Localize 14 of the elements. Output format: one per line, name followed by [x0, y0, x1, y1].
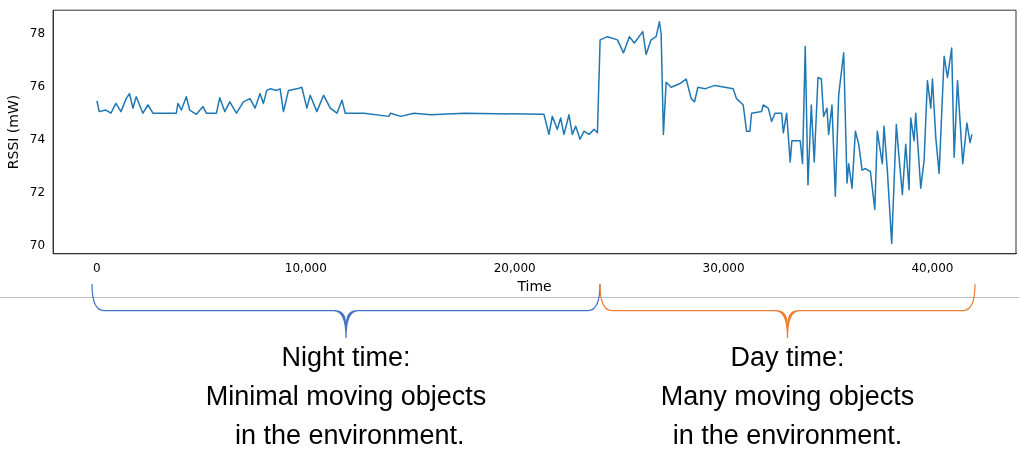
- x-tick-label: 40,000: [911, 261, 954, 276]
- x-tick-label: 20,000: [493, 261, 536, 276]
- y-tick-label: 76: [29, 79, 46, 94]
- y-axis-title: RSSI (mW): [5, 94, 22, 170]
- y-tick-label: 70: [29, 237, 46, 252]
- x-axis-title: Time: [516, 278, 552, 295]
- x-tick-label: 10,000: [284, 261, 327, 276]
- x-tick-label: 0: [93, 261, 101, 276]
- text: Day time: Many moving objects in the environment.: [660, 341, 915, 452]
- y-tick-label: 74: [29, 132, 46, 147]
- y-tick-label: 78: [29, 26, 46, 41]
- text: Night time: Minimal moving objects in the environment.: [205, 341, 487, 452]
- y-tick-label: 72: [29, 185, 46, 200]
- x-tick-label: 30,000: [702, 261, 745, 276]
